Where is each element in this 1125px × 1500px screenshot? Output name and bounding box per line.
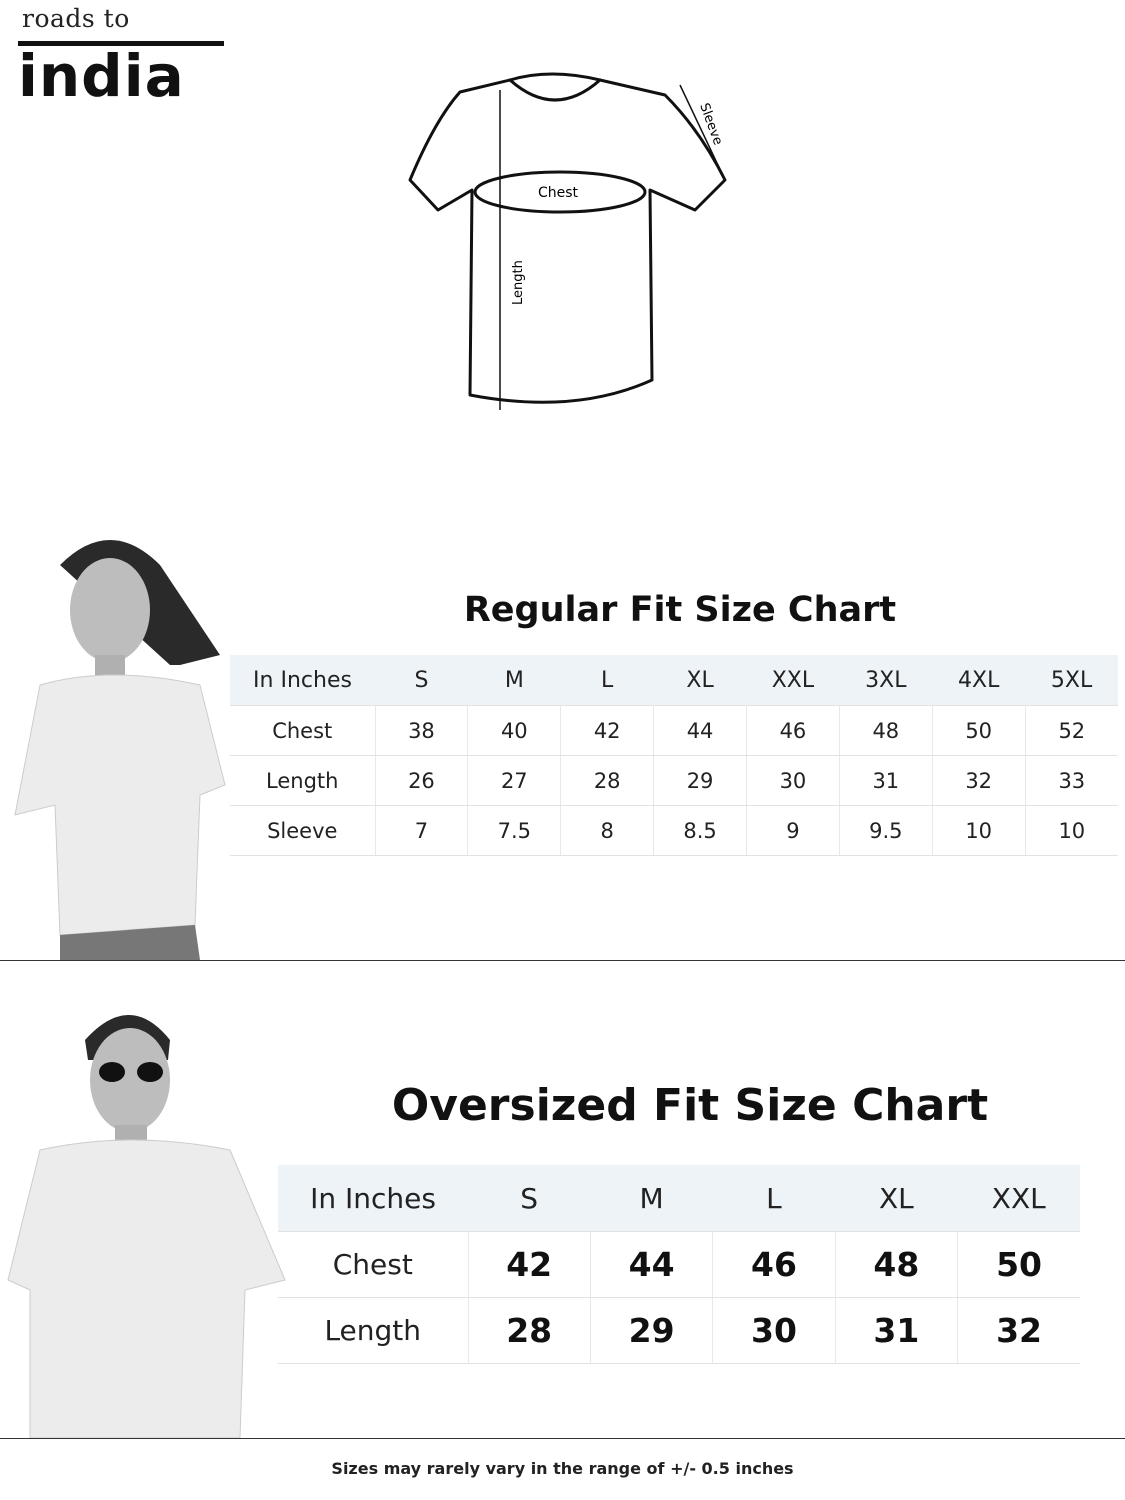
- cell: 30: [712, 1297, 836, 1364]
- header-cell: M: [467, 655, 561, 706]
- regular-fit-title: Regular Fit Size Chart: [463, 590, 897, 630]
- cell: 7.5: [467, 805, 562, 856]
- cell: 10: [1025, 805, 1118, 856]
- cell: 50: [957, 1231, 1080, 1298]
- logo-top-text: roads to: [22, 4, 130, 33]
- table-header-row: In Inches S M L XL XXL: [278, 1165, 1080, 1232]
- logo-bottom-text: india: [18, 42, 185, 110]
- chest-label: Chest: [538, 185, 579, 201]
- size-variance-note: Sizes may rarely vary in the range of +/…: [331, 1459, 794, 1478]
- cell: 48: [839, 705, 933, 756]
- header-cell: M: [590, 1165, 713, 1232]
- cell: 42: [468, 1231, 591, 1298]
- tshirt-measurement-diagram: Chest Length Sleeve: [408, 72, 727, 410]
- cell: 8: [560, 805, 655, 856]
- table-row: Length 26 27 28 29 30 31 32 33: [230, 755, 1118, 806]
- cell: 28: [468, 1297, 591, 1364]
- header-cell: L: [560, 655, 654, 706]
- cell: 7: [375, 805, 469, 856]
- cell: 30: [746, 755, 840, 806]
- cell: 28: [560, 755, 655, 806]
- header-cell: 5XL: [1025, 655, 1118, 706]
- cell: 10: [932, 805, 1026, 856]
- row-label: Length: [278, 1297, 469, 1364]
- cell: 32: [932, 755, 1026, 806]
- header-cell: S: [375, 655, 468, 706]
- woman-model-photo: [14, 540, 226, 960]
- row-label: Chest: [230, 705, 376, 756]
- row-label: Length: [230, 755, 376, 806]
- header-cell: XL: [835, 1165, 958, 1232]
- cell: 9.5: [839, 805, 933, 856]
- header-cell: L: [712, 1165, 836, 1232]
- header-cell: XXL: [746, 655, 840, 706]
- oversized-fit-title: Oversized Fit Size Chart: [391, 1080, 989, 1131]
- cell: 31: [839, 755, 933, 806]
- cell: 32: [957, 1297, 1080, 1364]
- cell: 38: [375, 705, 469, 756]
- row-label: Chest: [278, 1231, 469, 1298]
- cell: 33: [1025, 755, 1118, 806]
- cell: 50: [932, 705, 1026, 756]
- table-row: Sleeve 7 7.5 8 8.5 9 9.5 10 10: [230, 805, 1118, 856]
- cell: 42: [560, 705, 655, 756]
- table-row: Chest 38 40 42 44 46 48 50 52: [230, 705, 1118, 756]
- cell: 46: [746, 705, 840, 756]
- length-label: Length: [511, 260, 526, 305]
- man-model-photo: [7, 1015, 286, 1438]
- logo-bar: [18, 41, 224, 46]
- section-divider: [0, 1438, 1125, 1439]
- cell: 44: [653, 705, 747, 756]
- cell: 29: [653, 755, 747, 806]
- cell: 31: [835, 1297, 959, 1364]
- table-header-row: In Inches S M L XL XXL 3XL 4XL 5XL: [230, 655, 1118, 706]
- cell: 44: [590, 1231, 714, 1298]
- cell: 9: [746, 805, 840, 856]
- table-row: Chest 42 44 46 48 50: [278, 1231, 1080, 1298]
- header-cell: S: [468, 1165, 591, 1232]
- cell: 26: [375, 755, 469, 806]
- cell: 29: [590, 1297, 714, 1364]
- cell: 40: [467, 705, 562, 756]
- cell: 27: [467, 755, 562, 806]
- header-cell: 4XL: [932, 655, 1026, 706]
- header-cell: 3XL: [839, 655, 933, 706]
- cell: 8.5: [653, 805, 747, 856]
- table-row: Length 28 29 30 31 32: [278, 1297, 1080, 1364]
- row-label: Sleeve: [230, 805, 376, 856]
- cell: 48: [835, 1231, 959, 1298]
- oversized-fit-table: In Inches S M L XL XXL Chest 42 44 46 48…: [278, 1165, 1080, 1364]
- header-cell: In Inches: [230, 655, 375, 706]
- section-divider: [0, 960, 1125, 961]
- header-cell: XL: [653, 655, 747, 706]
- cell: 52: [1025, 705, 1118, 756]
- regular-fit-table: In Inches S M L XL XXL 3XL 4XL 5XL Chest…: [230, 655, 1118, 856]
- header-cell: XXL: [957, 1165, 1080, 1232]
- cell: 46: [712, 1231, 836, 1298]
- header-cell: In Inches: [278, 1165, 468, 1232]
- brand-logo: roads to india: [14, 4, 224, 108]
